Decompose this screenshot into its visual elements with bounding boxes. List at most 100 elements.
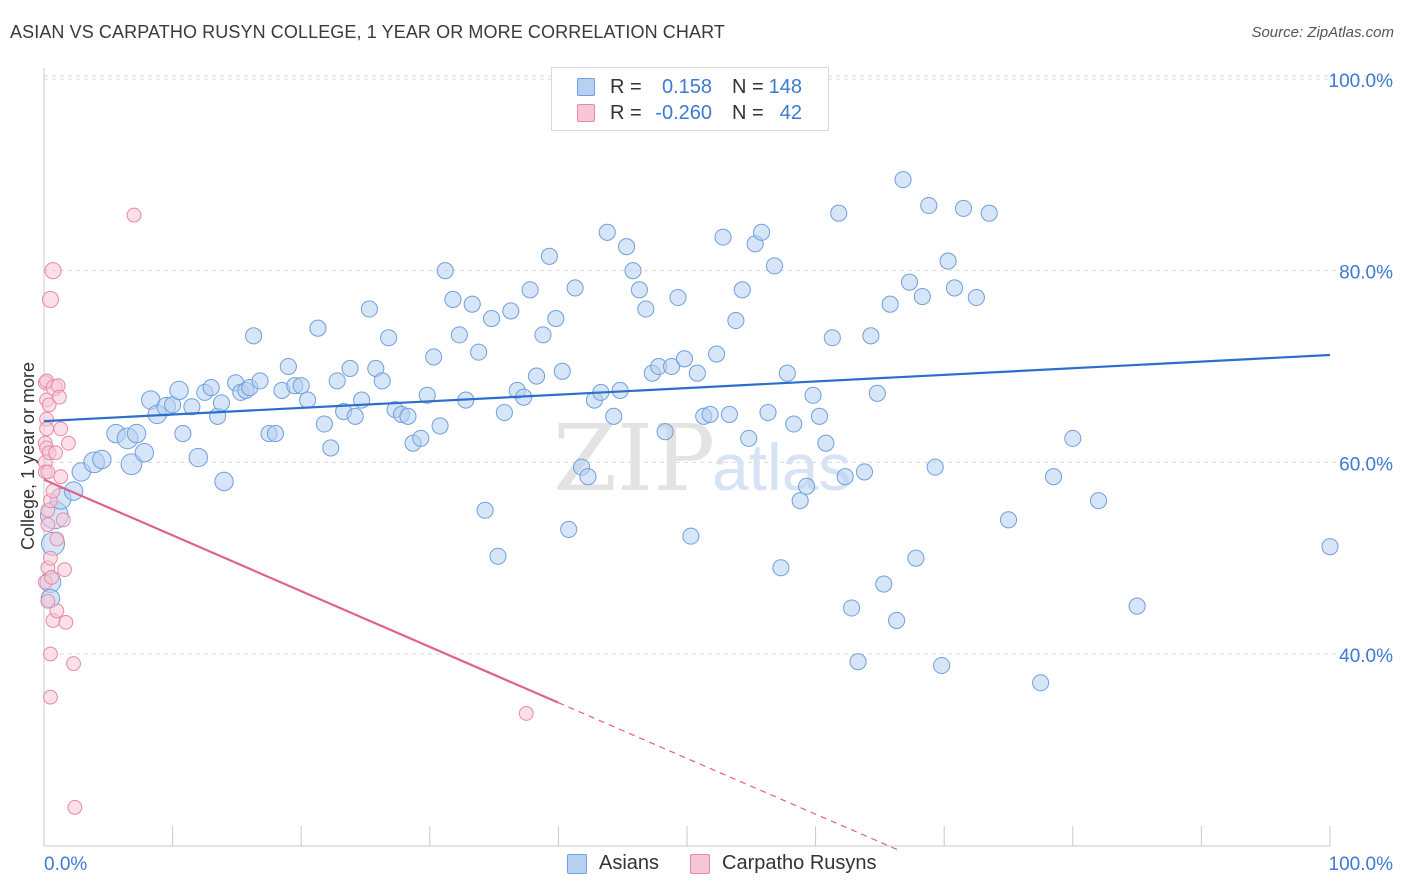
rusyn-point	[67, 799, 83, 815]
asian-point	[245, 327, 263, 345]
asian-point	[183, 398, 201, 416]
y-tick-label: 80.0%	[1339, 263, 1393, 284]
x-tick-label: 0.0%	[44, 854, 87, 875]
n-label: N =	[732, 102, 764, 124]
asian-point	[682, 527, 700, 545]
r-value: -0.260	[655, 102, 712, 124]
rusyn-point	[40, 464, 56, 480]
asian-point	[675, 350, 693, 368]
rusyn-point	[43, 689, 58, 705]
source-label: Source: ZipAtlas.com	[1251, 24, 1394, 41]
asian-point	[214, 471, 234, 492]
rusyn-point	[126, 207, 142, 223]
asian-point	[1032, 674, 1050, 692]
asian-point	[933, 656, 951, 675]
asian-point	[772, 559, 790, 577]
y-tick-label: 60.0%	[1339, 454, 1393, 475]
asian-point	[900, 273, 919, 291]
rusyn-point	[58, 614, 74, 630]
asian-point	[212, 394, 231, 412]
asian-point	[598, 223, 616, 241]
asian-point	[945, 279, 964, 297]
n-value: 148	[768, 76, 802, 98]
asian-point	[980, 204, 998, 222]
asian-point	[412, 429, 430, 447]
rusyn-point	[52, 389, 67, 405]
rusyn-point	[40, 517, 56, 533]
asian-point	[798, 477, 816, 495]
watermark-zip: ZIP	[553, 405, 715, 512]
chart-title: ASIAN VS CARPATHO RUSYN COLLEGE, 1 YEAR …	[10, 22, 725, 42]
asian-point	[954, 199, 973, 217]
asian-point	[566, 279, 584, 297]
asian-point	[656, 423, 674, 441]
asian-point	[708, 345, 726, 363]
n-label: N =	[732, 76, 764, 98]
asian-point	[399, 407, 417, 425]
asian-point	[913, 287, 931, 306]
asian-point	[174, 425, 192, 443]
asian-point	[855, 463, 874, 481]
asian-point	[714, 228, 732, 246]
asian-point	[810, 407, 829, 425]
asians-swatch	[577, 78, 595, 96]
asian-point	[823, 329, 841, 347]
y-tick-label: 100.0%	[1329, 71, 1394, 92]
rusyn-point	[53, 421, 69, 437]
r-label: R =	[610, 76, 642, 98]
asian-point	[862, 327, 880, 345]
asian-point	[753, 223, 771, 241]
asian-point	[444, 290, 462, 308]
asian-point	[309, 319, 327, 337]
rusyn-point	[53, 469, 69, 485]
carpatho-rusyns-swatch	[577, 104, 595, 122]
asian-point	[637, 300, 655, 318]
asian-point	[926, 458, 944, 476]
asian-point	[92, 449, 112, 470]
r-value: 0.158	[661, 76, 712, 98]
asian-point	[630, 281, 648, 299]
asian-point	[727, 311, 745, 330]
asian-point	[967, 288, 985, 307]
asian-point	[470, 343, 488, 361]
asian-point	[436, 262, 454, 280]
asian-point	[1128, 597, 1146, 615]
rusyn-point	[39, 421, 54, 437]
y-axis-label: College, 1 year or more	[18, 362, 38, 550]
asian-point	[463, 295, 481, 313]
stats-legend: R = 0.158 N = 148 R = -0.260 N = 42	[551, 67, 829, 131]
asian-point	[605, 407, 623, 425]
asian-point	[765, 257, 783, 275]
asian-point	[266, 425, 285, 443]
asian-point	[450, 326, 468, 344]
asian-point	[888, 611, 906, 630]
asian-point	[553, 362, 571, 380]
asians-swatch	[567, 854, 587, 874]
asian-point	[920, 196, 938, 215]
rusyn-point	[43, 550, 58, 566]
rusyn-point	[61, 435, 76, 451]
x-tick-label: 100.0%	[1329, 854, 1394, 875]
asian-point	[322, 439, 340, 457]
asian-point	[868, 384, 886, 402]
asian-point	[495, 403, 513, 422]
rusyn-point	[66, 656, 81, 671]
asian-point	[999, 511, 1018, 529]
asian-point	[360, 300, 378, 318]
asian-point	[299, 391, 317, 409]
asian-point	[315, 415, 333, 433]
asian-point	[843, 599, 861, 617]
asian-point	[1064, 429, 1082, 447]
asian-point	[63, 481, 84, 501]
asian-point	[881, 295, 899, 313]
asian-point	[476, 501, 494, 519]
asian-point	[120, 453, 143, 476]
asian-point	[431, 417, 449, 435]
asian-point	[202, 379, 220, 397]
carpatho-rusyns-swatch	[690, 854, 710, 874]
asian-point	[785, 415, 803, 433]
asian-point	[669, 288, 687, 307]
asian-point	[418, 386, 436, 404]
rusyn-point	[55, 512, 71, 528]
